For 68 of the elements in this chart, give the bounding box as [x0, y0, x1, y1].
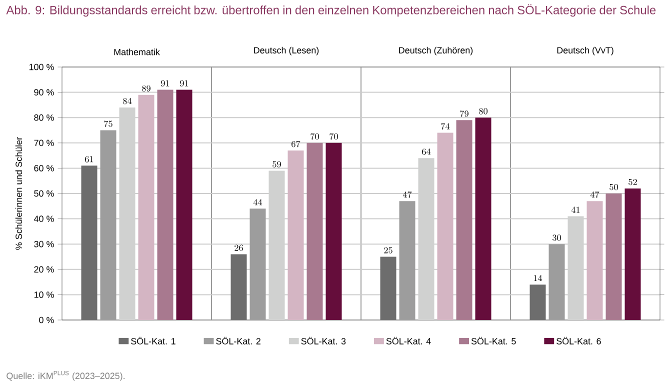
y-tick-label: 60 % — [34, 165, 54, 172]
data-label: 25 — [384, 247, 392, 254]
bar — [250, 208, 266, 320]
data-label: 61 — [85, 156, 94, 162]
data-label: 80 — [479, 108, 488, 114]
y-tick-label: 30 % — [34, 240, 54, 248]
legend-label: SÖL-Kat. 4 — [386, 336, 431, 344]
data-label: 75 — [104, 120, 112, 127]
legend-label: SÖL-Kat. 3 — [301, 336, 346, 344]
bar — [100, 130, 116, 320]
chart-title: Abb. 9: Bildungsstandards erreicht bzw. übertroffen in den einzelnen Kompetenzbereichen nach SÖL-Kategorie der Schule — [6, 4, 656, 17]
y-tick-label: 70 % — [34, 140, 54, 146]
bar — [475, 118, 492, 320]
bar — [306, 142, 323, 320]
x-tick-label: Deutsch (VvT) — [557, 46, 614, 56]
legend-label: SÖL-Kat. 6 — [556, 336, 601, 344]
data-label: 67 — [292, 140, 300, 148]
bar — [399, 201, 416, 320]
bar — [606, 194, 622, 320]
bar — [437, 132, 454, 320]
data-label: 59 — [272, 161, 281, 168]
bar — [176, 90, 192, 320]
data-label: 64 — [422, 148, 431, 155]
x-tick-label: Deutsch (Lesen) — [254, 46, 319, 56]
data-label: 91 — [161, 80, 170, 86]
bar — [530, 284, 546, 320]
legend-label: SÖL-Kat. 1 — [131, 336, 176, 344]
data-label: 52 — [628, 178, 637, 186]
y-tick-label: 50 % — [34, 190, 54, 197]
y-tick-label: 80 % — [34, 114, 54, 121]
data-label: 89 — [142, 85, 150, 92]
legend-label: SÖL-Kat. 5 — [471, 336, 516, 344]
bar — [456, 120, 472, 320]
y-tick-label: 20 % — [34, 266, 54, 273]
data-label: 50 — [610, 184, 618, 190]
data-label: 30 — [552, 234, 561, 241]
source-note: Quelle: iKM$^{PLUS}$ (2023–2025). — [6, 370, 124, 381]
data-label: 74 — [441, 123, 450, 130]
data-label: 26 — [234, 244, 243, 251]
bar — [157, 90, 174, 320]
data-label: 70 — [330, 133, 338, 140]
data-label: 91 — [180, 80, 188, 86]
data-label: 70 — [310, 133, 319, 140]
bar — [138, 94, 154, 320]
data-label: 47 — [590, 191, 600, 198]
bar — [230, 254, 247, 320]
y-tick-label: 10 % — [34, 292, 54, 298]
data-label: 79 — [460, 110, 468, 117]
data-label: 14 — [534, 274, 542, 282]
bar — [624, 188, 641, 320]
y-tick-label: 90 % — [34, 89, 54, 96]
x-tick-label: Mathematik — [114, 48, 160, 56]
y-tick-label: 100 % — [29, 64, 54, 70]
bar — [548, 244, 565, 320]
x-tick-label: Deutsch (Zuhören) — [399, 46, 473, 56]
y-axis-title: % Schülerinnen und Schüler — [15, 137, 22, 250]
bar — [326, 142, 342, 320]
y-tick-label: 0 % — [39, 316, 54, 324]
bar — [288, 150, 304, 320]
data-label: 41 — [571, 206, 580, 213]
bar — [81, 166, 98, 320]
y-tick-label: 40 % — [34, 216, 54, 222]
bar — [586, 201, 603, 320]
data-label: 47 — [402, 191, 412, 198]
legend-label: SÖL-Kat. 2 — [216, 336, 260, 344]
data-label: 84 — [123, 98, 132, 104]
bar — [380, 256, 396, 320]
data-label: 44 — [253, 199, 262, 206]
